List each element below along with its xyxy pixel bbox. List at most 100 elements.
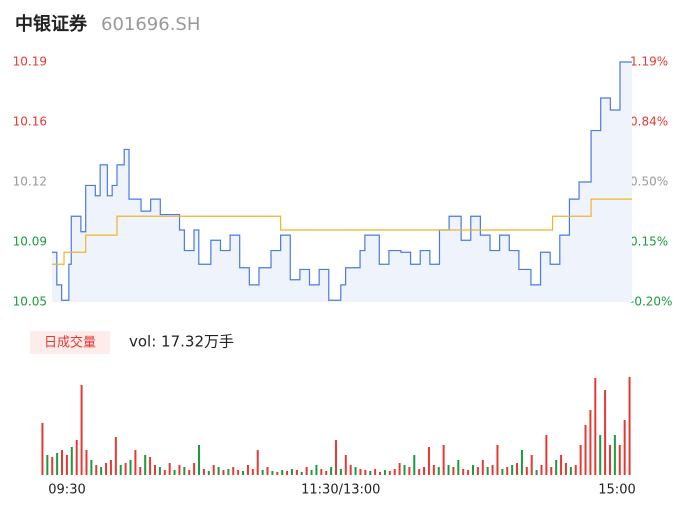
volume-bar bbox=[207, 471, 210, 475]
volume-bar bbox=[555, 460, 558, 475]
volume-bar bbox=[109, 460, 112, 475]
volume-bar bbox=[496, 445, 499, 475]
volume-bar bbox=[359, 469, 362, 475]
volume-bar bbox=[149, 457, 152, 475]
volume-bar bbox=[457, 460, 460, 475]
volume-bar bbox=[261, 470, 264, 475]
x-tick-label: 09:30 bbox=[48, 483, 85, 498]
volume-bar bbox=[403, 465, 406, 475]
volume-bar bbox=[242, 471, 245, 475]
volume-bar bbox=[525, 467, 528, 475]
volume-bar bbox=[408, 467, 411, 475]
volume-bar bbox=[516, 463, 519, 475]
volume-bar bbox=[320, 469, 323, 475]
volume-bar bbox=[139, 467, 142, 475]
volume-bar bbox=[80, 385, 83, 475]
volume-bar bbox=[95, 465, 98, 475]
volume-bar bbox=[251, 469, 254, 475]
volume-bar bbox=[70, 447, 73, 475]
volume-bar bbox=[246, 465, 249, 475]
volume-bar bbox=[56, 453, 59, 475]
y-tick-label: 10.09 bbox=[13, 235, 47, 249]
y2-tick-label: -0.20% bbox=[630, 295, 672, 309]
volume-bar bbox=[232, 467, 235, 475]
volume-bar bbox=[212, 465, 215, 475]
volume-bar bbox=[124, 463, 127, 475]
volume-bar bbox=[540, 465, 543, 475]
y-tick-label: 10.19 bbox=[13, 55, 47, 69]
y2-tick-label: 0.15% bbox=[630, 235, 668, 249]
volume-bar bbox=[599, 435, 602, 475]
volume-label: 日成交量 bbox=[44, 335, 96, 351]
subtitle: 601696.SH bbox=[101, 14, 200, 35]
x-tick-label: 11:30/13:00 bbox=[301, 483, 380, 498]
volume-bar bbox=[173, 470, 176, 475]
volume-bar bbox=[227, 469, 230, 475]
volume-bar bbox=[90, 460, 93, 475]
volume-bar bbox=[281, 470, 284, 475]
volume-bar bbox=[75, 440, 78, 475]
volume-bar bbox=[344, 455, 347, 475]
y2-tick-label: 1.19% bbox=[630, 55, 668, 69]
volume-bar bbox=[129, 460, 132, 475]
volume-bar bbox=[520, 450, 523, 475]
volume-bar bbox=[266, 467, 269, 475]
volume-bar bbox=[188, 470, 191, 475]
volume-bar bbox=[271, 471, 274, 475]
volume-bar bbox=[256, 450, 259, 475]
volume-bar bbox=[579, 445, 582, 475]
volume-bar bbox=[462, 469, 465, 475]
volume-bar bbox=[153, 465, 156, 475]
volume-annotation: vol: 17.32万手 bbox=[129, 333, 234, 351]
volume-bar bbox=[183, 467, 186, 475]
y2-tick-label: 0.50% bbox=[630, 175, 668, 189]
volume-bar bbox=[535, 470, 538, 475]
volume-bar bbox=[608, 445, 611, 475]
volume-bar bbox=[114, 437, 117, 475]
volume-bar bbox=[398, 463, 401, 475]
volume-bar bbox=[41, 423, 44, 475]
volume-bar bbox=[335, 440, 337, 475]
volume-bar bbox=[144, 455, 147, 475]
volume-bar bbox=[618, 445, 621, 475]
volume-bar bbox=[364, 470, 367, 475]
volume-bar bbox=[295, 470, 298, 475]
volume-bar bbox=[374, 469, 377, 475]
volume-bar bbox=[432, 465, 435, 475]
volume-bar bbox=[178, 465, 181, 475]
volume-bar bbox=[193, 463, 196, 475]
volume-bar bbox=[467, 470, 470, 475]
volume-bar bbox=[134, 450, 137, 475]
volume-bar bbox=[198, 445, 201, 475]
volume-bar bbox=[349, 465, 352, 475]
volume-bar bbox=[276, 472, 279, 475]
volume-bar bbox=[310, 470, 313, 475]
volume-bar bbox=[300, 472, 303, 475]
legend-box bbox=[30, 331, 110, 354]
volume-bar bbox=[447, 465, 450, 475]
volume-bar bbox=[315, 465, 318, 475]
volume-bar bbox=[158, 467, 161, 475]
volume-bar bbox=[471, 465, 474, 475]
volume-bar bbox=[530, 455, 533, 475]
average-line bbox=[52, 198, 632, 265]
volume-bar bbox=[325, 471, 328, 475]
volume-bar bbox=[393, 469, 396, 475]
volume-bar bbox=[217, 467, 220, 475]
volume-bar bbox=[237, 470, 240, 475]
y2-tick-label: 0.84% bbox=[630, 115, 668, 129]
volume-bar bbox=[290, 469, 293, 475]
volume-bar bbox=[85, 450, 88, 475]
price-line bbox=[52, 61, 632, 301]
volume-bar bbox=[501, 469, 504, 475]
volume-bar bbox=[545, 435, 548, 475]
volume-bar bbox=[442, 445, 445, 475]
y-tick-label: 10.12 bbox=[13, 175, 47, 189]
y-tick-label: 10.05 bbox=[13, 295, 47, 309]
volume-bar bbox=[589, 410, 592, 475]
volume-bar bbox=[168, 463, 171, 475]
volume-bar bbox=[163, 470, 166, 475]
volume-bar bbox=[286, 471, 289, 475]
volume-bar bbox=[305, 467, 308, 475]
